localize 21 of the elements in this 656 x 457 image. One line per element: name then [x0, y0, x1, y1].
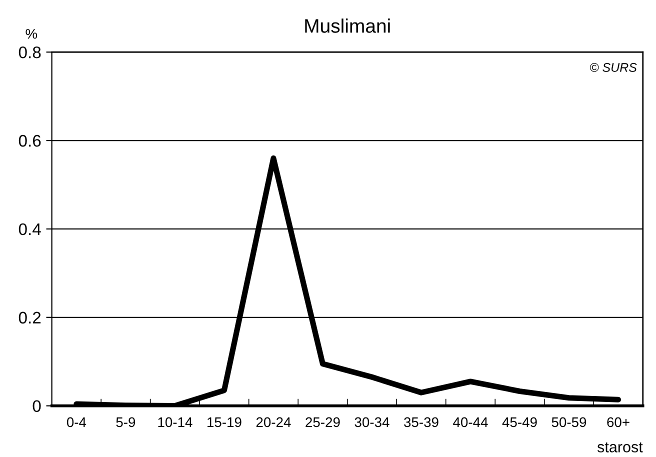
x-axis-title: starost: [597, 442, 643, 452]
x-tick-label: 10-14: [158, 417, 192, 428]
x-tick-label: 40-44: [453, 417, 488, 428]
x-tick-label: 50-59: [552, 417, 586, 428]
y-tick-label: 0.4: [18, 223, 41, 236]
annotation: © SURS: [590, 63, 637, 72]
x-tick-label: 20-24: [256, 417, 291, 428]
x-tick-label: 30-34: [354, 417, 390, 428]
x-tick-label: 25-29: [306, 417, 340, 428]
chart-title: Muslimani: [305, 18, 390, 33]
y-tick-label: 0.6: [18, 134, 41, 147]
x-tick-label: 5-9: [116, 417, 136, 428]
x-tick-label: 60+: [607, 417, 630, 428]
x-tick-label: 35-39: [404, 417, 438, 428]
y-tick-label: 0.2: [18, 312, 41, 324]
y-axis-title: %: [26, 28, 38, 39]
x-tick-label: 45-49: [502, 417, 537, 428]
y-tick-label: 0: [32, 400, 41, 412]
x-tick-label: 15-19: [208, 417, 242, 428]
x-tick-label: 0-4: [66, 417, 86, 428]
y-tick-label: 0.8: [18, 46, 41, 58]
